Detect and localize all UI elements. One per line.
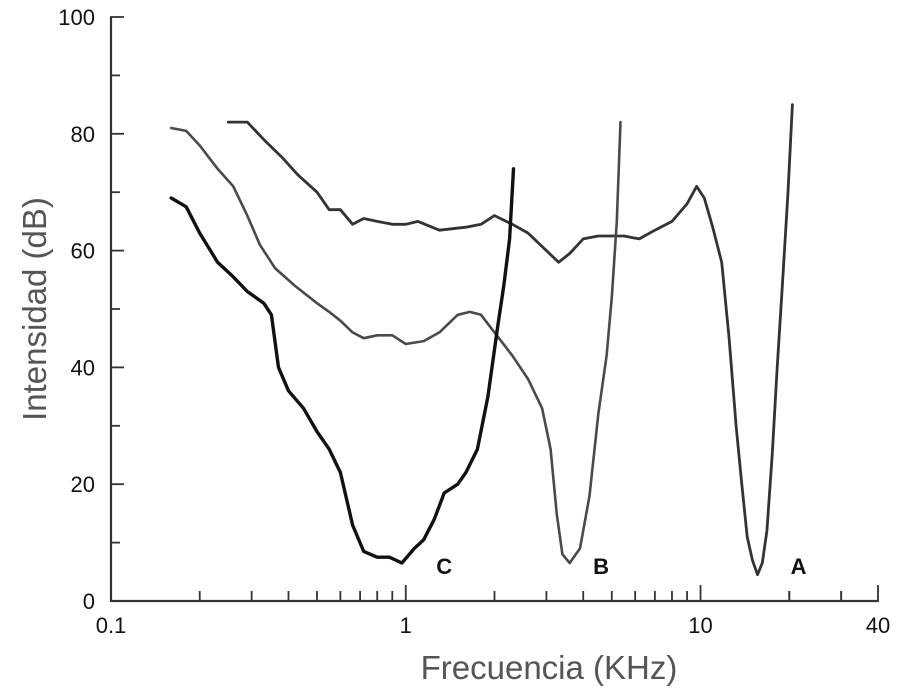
series-line-c: [169, 167, 516, 565]
x-ticks: 0.1 1 10 40: [96, 585, 890, 638]
series-line-b: [169, 120, 622, 565]
y-ticks: 0 20 40 60 80 100: [58, 5, 124, 614]
x-tick-label: 10: [688, 613, 712, 638]
axes: [109, 17, 878, 603]
curve-label-a: A: [791, 554, 807, 579]
y-axis-title: Intensidad (dB): [16, 197, 53, 421]
curve-label-b: B: [593, 554, 609, 579]
y-tick-label: 100: [58, 5, 95, 30]
y-tick-label: 0: [83, 589, 95, 614]
series-line-a: [226, 103, 794, 577]
x-tick-label: 40: [866, 613, 890, 638]
x-tick-label: 1: [400, 613, 412, 638]
curve-labels: A B C: [436, 554, 806, 579]
y-tick-label: 20: [71, 472, 95, 497]
y-tick-label: 60: [71, 239, 95, 264]
x-tick-label: 0.1: [96, 613, 127, 638]
y-tick-label: 40: [71, 355, 95, 380]
y-tick-label: 80: [71, 122, 95, 147]
curve-label-c: C: [436, 554, 452, 579]
series: [169, 103, 794, 577]
x-axis-title: Frecuencia (KHz): [421, 649, 678, 686]
